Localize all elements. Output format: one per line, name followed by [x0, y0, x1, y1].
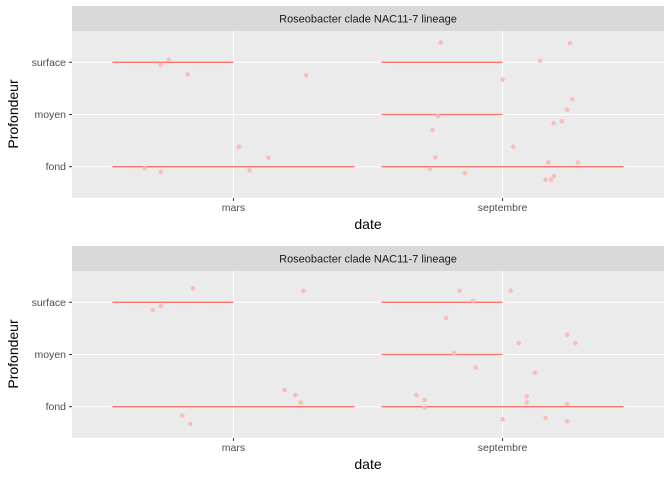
- data-point: [551, 173, 556, 179]
- data-point: [564, 401, 570, 407]
- data-point: [432, 154, 438, 160]
- data-point: [524, 400, 530, 405]
- data-point: [537, 58, 543, 64]
- data-point: [282, 387, 287, 393]
- x-tick-label: mars: [222, 202, 245, 214]
- data-point: [158, 62, 164, 68]
- data-point: [301, 288, 306, 294]
- data-point: [570, 97, 575, 102]
- data-point: [293, 392, 298, 398]
- data-point: [500, 77, 505, 82]
- y-tick-label: moyen: [34, 349, 66, 361]
- y-tick-label: surface: [32, 297, 67, 309]
- facet-strip-label: Roseobacter clade NAC11-7 lineage: [279, 254, 457, 266]
- data-point: [473, 365, 478, 370]
- data-point: [158, 303, 164, 309]
- data-point: [516, 340, 521, 346]
- data-point: [422, 397, 427, 403]
- y-axis-title: Profondeur: [5, 79, 21, 149]
- data-point: [575, 160, 581, 165]
- y-tick-label: fond: [46, 401, 67, 413]
- data-point: [524, 393, 530, 399]
- data-point: [451, 350, 457, 356]
- data-point: [500, 416, 505, 422]
- data-point: [572, 340, 578, 346]
- data-point: [303, 73, 309, 78]
- data-point: [247, 168, 252, 173]
- y-axis-title: Profondeur: [5, 319, 21, 389]
- data-point: [532, 370, 538, 376]
- facet-strip-1: [72, 6, 664, 31]
- data-point: [457, 288, 462, 294]
- y-tick-label: moyen: [34, 109, 66, 121]
- x-axis-title: date: [354, 456, 381, 472]
- data-point: [564, 332, 570, 337]
- data-point: [435, 113, 441, 119]
- x-tick-label: septembre: [478, 442, 528, 454]
- data-point: [236, 144, 242, 150]
- data-point: [266, 155, 271, 161]
- data-point: [150, 307, 156, 313]
- data-point: [462, 170, 468, 176]
- data-point: [166, 57, 172, 63]
- y-tick-label: fond: [46, 161, 67, 173]
- data-point: [142, 165, 147, 171]
- data-point: [543, 177, 548, 183]
- facet-strip-2: [72, 246, 664, 271]
- data-point: [564, 107, 570, 113]
- data-point: [414, 392, 419, 398]
- data-point: [438, 40, 443, 45]
- data-point: [298, 400, 304, 405]
- x-axis-title: date: [354, 216, 381, 232]
- data-point: [430, 127, 435, 133]
- data-point: [508, 288, 513, 294]
- x-tick-label: septembre: [478, 202, 528, 214]
- data-point: [543, 415, 548, 421]
- data-point: [158, 169, 164, 175]
- data-point: [185, 72, 191, 77]
- data-point: [551, 121, 556, 126]
- data-point: [443, 315, 449, 321]
- y-tick-label: surface: [32, 57, 67, 69]
- data-point: [559, 118, 565, 124]
- facet-strip-label: Roseobacter clade NAC11-7 lineage: [279, 14, 457, 26]
- x-tick-label: mars: [222, 442, 245, 454]
- data-point: [548, 177, 554, 183]
- data-point: [180, 413, 185, 418]
- data-point: [427, 166, 433, 172]
- data-point: [188, 421, 193, 427]
- data-point: [564, 419, 570, 424]
- data-point: [567, 40, 573, 46]
- data-point: [545, 160, 551, 165]
- data-point: [422, 405, 427, 411]
- data-point: [470, 298, 476, 304]
- data-point: [190, 285, 196, 291]
- data-point: [511, 144, 516, 150]
